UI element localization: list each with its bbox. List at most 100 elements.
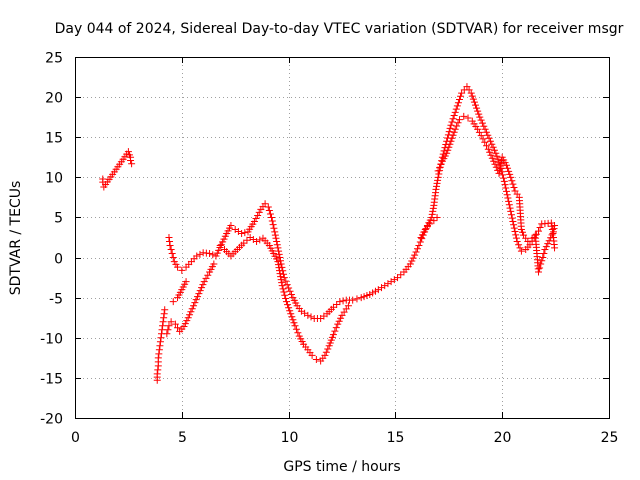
data-point (481, 125, 489, 133)
data-point-fill (413, 245, 421, 253)
data-point-fill (540, 250, 548, 258)
data-point-fill (542, 243, 550, 251)
data-point-fill (322, 348, 330, 356)
data-point (479, 135, 487, 143)
data-point-fill (550, 225, 558, 233)
data-point (535, 268, 543, 276)
y-tick-labels: -20 -15 -10 -5 0 5 10 15 20 25 (40, 51, 63, 428)
data-point (406, 260, 414, 268)
data-point (159, 322, 167, 330)
data-point (250, 217, 258, 225)
data-point-fill (499, 171, 507, 179)
data-point (452, 105, 460, 113)
data-point (426, 220, 434, 228)
data-point-fill (272, 234, 280, 242)
data-point-fill (158, 326, 166, 334)
data-point-fill (509, 180, 517, 188)
data-point-fill (282, 294, 290, 302)
data-point-fill (181, 320, 189, 328)
data-point-fill (324, 345, 332, 353)
data-point-fill (451, 108, 459, 116)
data-point-fill (268, 217, 276, 225)
data-point-fill (454, 99, 462, 107)
plot-frame (75, 57, 610, 419)
data-point-fill (279, 285, 287, 293)
data-point-fill (241, 229, 249, 237)
data-point (539, 254, 547, 262)
data-point-fill (188, 305, 196, 313)
data-point (169, 298, 177, 306)
data-point (513, 238, 521, 246)
data-point-fill (275, 247, 283, 255)
data-point (155, 346, 163, 354)
data-point (451, 125, 459, 133)
data-point-fill (160, 310, 168, 318)
data-point (447, 137, 455, 145)
data-point-fill (488, 154, 496, 162)
data-point-fill (287, 290, 295, 298)
data-point-fill (536, 223, 544, 231)
data-point (171, 320, 179, 328)
data-point (291, 322, 299, 330)
data-point (195, 290, 203, 298)
data-point-fill (288, 313, 296, 321)
y-tick-label: -15 (40, 372, 63, 388)
data-point-fill (487, 151, 495, 159)
data-point-fill (515, 241, 523, 249)
data-point-fill (198, 284, 206, 292)
data-point-fill (545, 237, 553, 245)
data-point-fill (494, 155, 502, 163)
data-point (505, 197, 513, 205)
data-point (274, 258, 282, 266)
data-point-fill (448, 134, 456, 142)
data-point-fill (167, 246, 175, 254)
data-point (180, 323, 188, 331)
data-point (165, 322, 173, 330)
data-point-fill (187, 308, 195, 316)
data-point-fill (491, 160, 499, 168)
data-point-fill (505, 167, 513, 175)
data-point-fill (292, 325, 300, 333)
data-point-fill (490, 146, 498, 154)
data-point (184, 314, 192, 322)
data-point-fill (502, 187, 510, 195)
data-point-fill (199, 281, 207, 289)
data-point-fill (434, 176, 442, 184)
data-point-fill (192, 296, 200, 304)
grid-lines (75, 57, 609, 418)
data-point (329, 331, 337, 339)
data-point-fill (433, 179, 441, 187)
data-point-fill (480, 122, 488, 130)
data-point-fill (191, 299, 199, 307)
data-point-fill (475, 110, 483, 118)
data-point (282, 298, 290, 306)
data-point (344, 302, 352, 310)
data-point-fill (505, 201, 513, 209)
data-point-fill (273, 241, 281, 249)
data-point-fill (155, 350, 163, 358)
data-point (227, 221, 235, 229)
data-point-fill (488, 140, 496, 148)
data-point-fill (265, 206, 273, 214)
data-point-fill (501, 181, 509, 189)
data-point-fill (448, 118, 456, 126)
data-point-fill (332, 324, 340, 332)
data-point (274, 244, 282, 252)
data-point-fill (174, 324, 182, 332)
data-point-fill (457, 92, 465, 100)
data-point-fill (408, 257, 416, 265)
data-point-fill (284, 301, 292, 309)
data-point (308, 351, 316, 359)
data-point-fill (497, 160, 505, 168)
data-point-fill (353, 295, 361, 303)
data-point-fill (418, 235, 426, 243)
data-point-fill (512, 231, 520, 239)
data-point-fill (549, 229, 557, 237)
data-point-fill (428, 210, 436, 218)
data-point-fill (445, 143, 453, 151)
data-point-fill (449, 131, 457, 139)
data-point (285, 284, 293, 292)
data-point (541, 246, 549, 254)
data-point-fill (202, 274, 210, 282)
data-point-fill (499, 174, 507, 182)
